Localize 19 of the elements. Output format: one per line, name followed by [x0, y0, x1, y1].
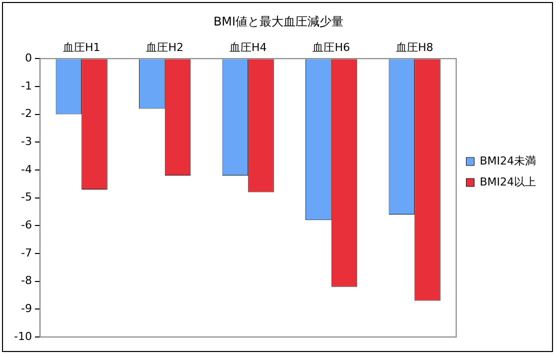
- x-tick-label: 血圧H8: [396, 40, 434, 54]
- y-tick-label: -4: [21, 162, 32, 176]
- y-tick-label: -1: [21, 79, 32, 92]
- y-tick-label: -8: [21, 274, 32, 288]
- x-tick-label: 血圧H1: [62, 40, 100, 54]
- y-tick-label: -2: [21, 107, 32, 120]
- x-tick-label: 血圧H6: [312, 40, 350, 54]
- y-tick-label: -10: [14, 330, 32, 343]
- y-tick-label: -3: [21, 134, 32, 148]
- legend-label: BMI24未満: [480, 154, 536, 168]
- y-tick-label: -5: [21, 190, 32, 204]
- y-tick-label: -6: [21, 218, 32, 232]
- x-tick-label: 血圧H2: [146, 40, 184, 54]
- y-tick-label: 0: [24, 51, 32, 64]
- x-tick-label: 血圧H4: [229, 40, 267, 54]
- chart-title: BMI値と最大血圧減少量: [213, 14, 344, 28]
- legend-label: BMI24以上: [480, 175, 536, 188]
- y-tick-label: -7: [21, 246, 32, 260]
- y-tick-label: -9: [21, 302, 32, 316]
